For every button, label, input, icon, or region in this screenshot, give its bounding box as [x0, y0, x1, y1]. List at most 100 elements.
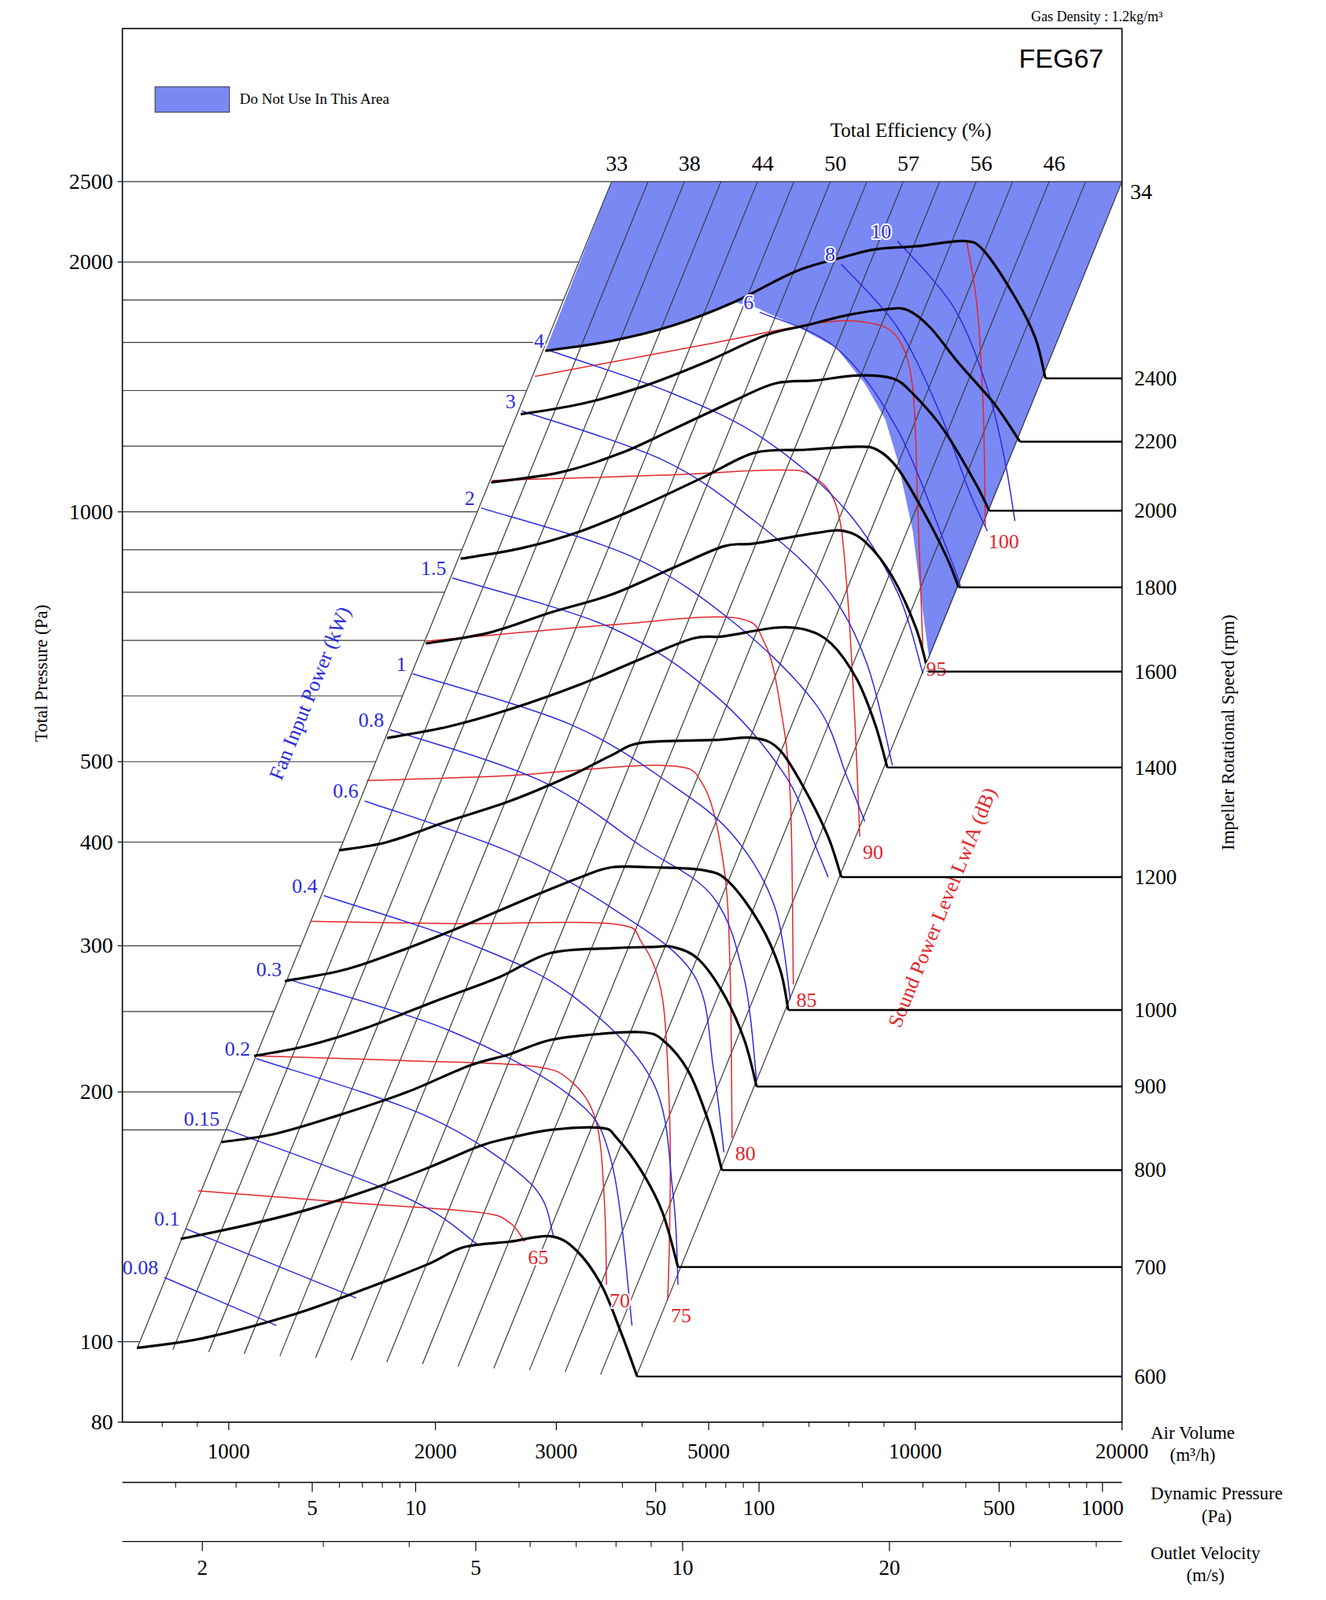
chart-root: 6007008009001000120014001600180020002200… [0, 0, 1326, 1600]
secondary-minor-tick [235, 1481, 237, 1488]
y-tick-label: 100 [80, 1329, 114, 1354]
secondary-tick-label: 5 [470, 1555, 482, 1580]
efficiency-label: 57 [897, 151, 920, 176]
speed-leader [1020, 440, 1123, 442]
efficiency-label: 46 [1043, 151, 1066, 176]
grid-line [122, 299, 564, 301]
speed-label: 1800 [1134, 575, 1177, 600]
grid-line [122, 180, 612, 182]
secondary-minor-tick [922, 1481, 924, 1488]
sound-line [256, 1055, 607, 1285]
sound-line [198, 1190, 526, 1242]
sound-line [366, 765, 733, 1139]
efficiency-label: 56 [970, 151, 993, 176]
secondary-minor-tick [361, 1481, 363, 1488]
power-line [521, 410, 892, 766]
speed-label: 2000 [1134, 498, 1177, 523]
y-tick [117, 945, 123, 947]
speed-leader [958, 585, 1123, 588]
efficiency-line [315, 181, 794, 1358]
speed-curve [284, 865, 789, 1010]
speed-label: 2200 [1134, 429, 1177, 454]
y-tick-label: 500 [80, 748, 114, 774]
x-minor-tick [162, 1421, 163, 1427]
speed-curve [221, 1031, 722, 1171]
speed-label: 1200 [1134, 865, 1177, 889]
grid-line [122, 841, 344, 843]
secondary-axis-title-line: Dynamic Pressure [1150, 1483, 1283, 1503]
secondary-tick [758, 1481, 760, 1492]
y-tick-label: 200 [80, 1079, 114, 1104]
x-tick [1121, 1421, 1123, 1430]
power-line [164, 1277, 277, 1326]
x-tick [556, 1421, 557, 1430]
speed-curve [386, 626, 888, 767]
sound-label: 65 [527, 1245, 549, 1269]
sound-label: 75 [670, 1303, 692, 1327]
x-minor-tick [641, 1421, 643, 1427]
x-axis-title-line: (m³/h) [1169, 1444, 1216, 1465]
secondary-minor-tick [530, 1541, 531, 1547]
y-tick-label: 80 [91, 1409, 114, 1434]
x-tick [434, 1421, 436, 1430]
power-line [841, 264, 988, 531]
power-label: 0.6 [332, 779, 359, 803]
grid-line [122, 548, 463, 550]
speed-label: 600 [1134, 1364, 1167, 1389]
legend-label: Do Not Use In This Area [239, 90, 391, 107]
y-tick [117, 180, 123, 182]
secondary-minor-tick [382, 1481, 384, 1488]
secondary-minor-tick [175, 1481, 177, 1488]
power-line [185, 1228, 357, 1298]
y-tick-label: 300 [80, 932, 114, 958]
grid-line [122, 342, 547, 343]
x-tick-label: 3000 [534, 1439, 578, 1463]
sound-line [492, 469, 861, 837]
secondary-minor-tick [861, 1481, 863, 1488]
secondary-minor-tick [578, 1481, 580, 1488]
chart-title: FEG67 [1019, 43, 1105, 74]
speed-leader [887, 766, 1122, 768]
y2-axis-title: Impeller Rotational Speed (rpm) [1218, 614, 1238, 851]
y-axis-title: Total Pressure (Pa) [31, 604, 52, 743]
power-label: 1.5 [420, 556, 447, 580]
sound-label: 95 [925, 657, 947, 681]
secondary-tick [415, 1481, 417, 1492]
speed-leader [677, 1266, 1123, 1268]
x-axis-title-line: Air Volume [1150, 1422, 1235, 1443]
secondary-tick-label: 2 [197, 1555, 209, 1580]
x-tick-label: 2000 [414, 1439, 457, 1463]
plot-area [122, 181, 1123, 1377]
x-minor-tick [196, 1421, 198, 1427]
speed-curve [180, 1127, 678, 1268]
secondary-axis-title: Outlet Velocity(m/s) [1150, 1543, 1261, 1586]
chart-subtitle: Gas Density : 1.2kg/m³ [1031, 8, 1164, 25]
power-label: 0.15 [184, 1107, 221, 1131]
x-tick-label: 5000 [687, 1439, 730, 1463]
power-line [481, 508, 866, 822]
secondary-minor-tick [1049, 1481, 1050, 1488]
power-label: 1 [396, 652, 407, 676]
y-tick [117, 761, 123, 763]
power-line [390, 729, 757, 1082]
sound-axis-title: Sound Power Level LwIA (dB) [883, 784, 1002, 1031]
efficiency-line [564, 181, 1050, 1373]
secondary-minor-tick [575, 1541, 577, 1547]
speed-leader [1045, 377, 1122, 380]
grid-line [122, 1090, 242, 1092]
secondary-tick [1101, 1481, 1103, 1492]
efficiency-line [493, 181, 977, 1369]
y-tick [117, 841, 123, 843]
speed-leader [756, 1085, 1123, 1087]
speed-label: 1000 [1134, 998, 1177, 1022]
secondary-tick [681, 1541, 683, 1551]
efficiency-line [243, 181, 721, 1354]
power-axis-title: Fan Input Power (kW) [265, 603, 356, 783]
speed-label: 700 [1134, 1255, 1167, 1279]
legend-swatch [154, 86, 230, 112]
y-tick-label: 2000 [69, 249, 114, 274]
speed-curve [520, 308, 1021, 442]
x-axis-title: Air Volume(m³/h) [1150, 1422, 1235, 1466]
efficiency-label: 34 [1130, 179, 1153, 204]
efficiency-line [529, 181, 1013, 1371]
